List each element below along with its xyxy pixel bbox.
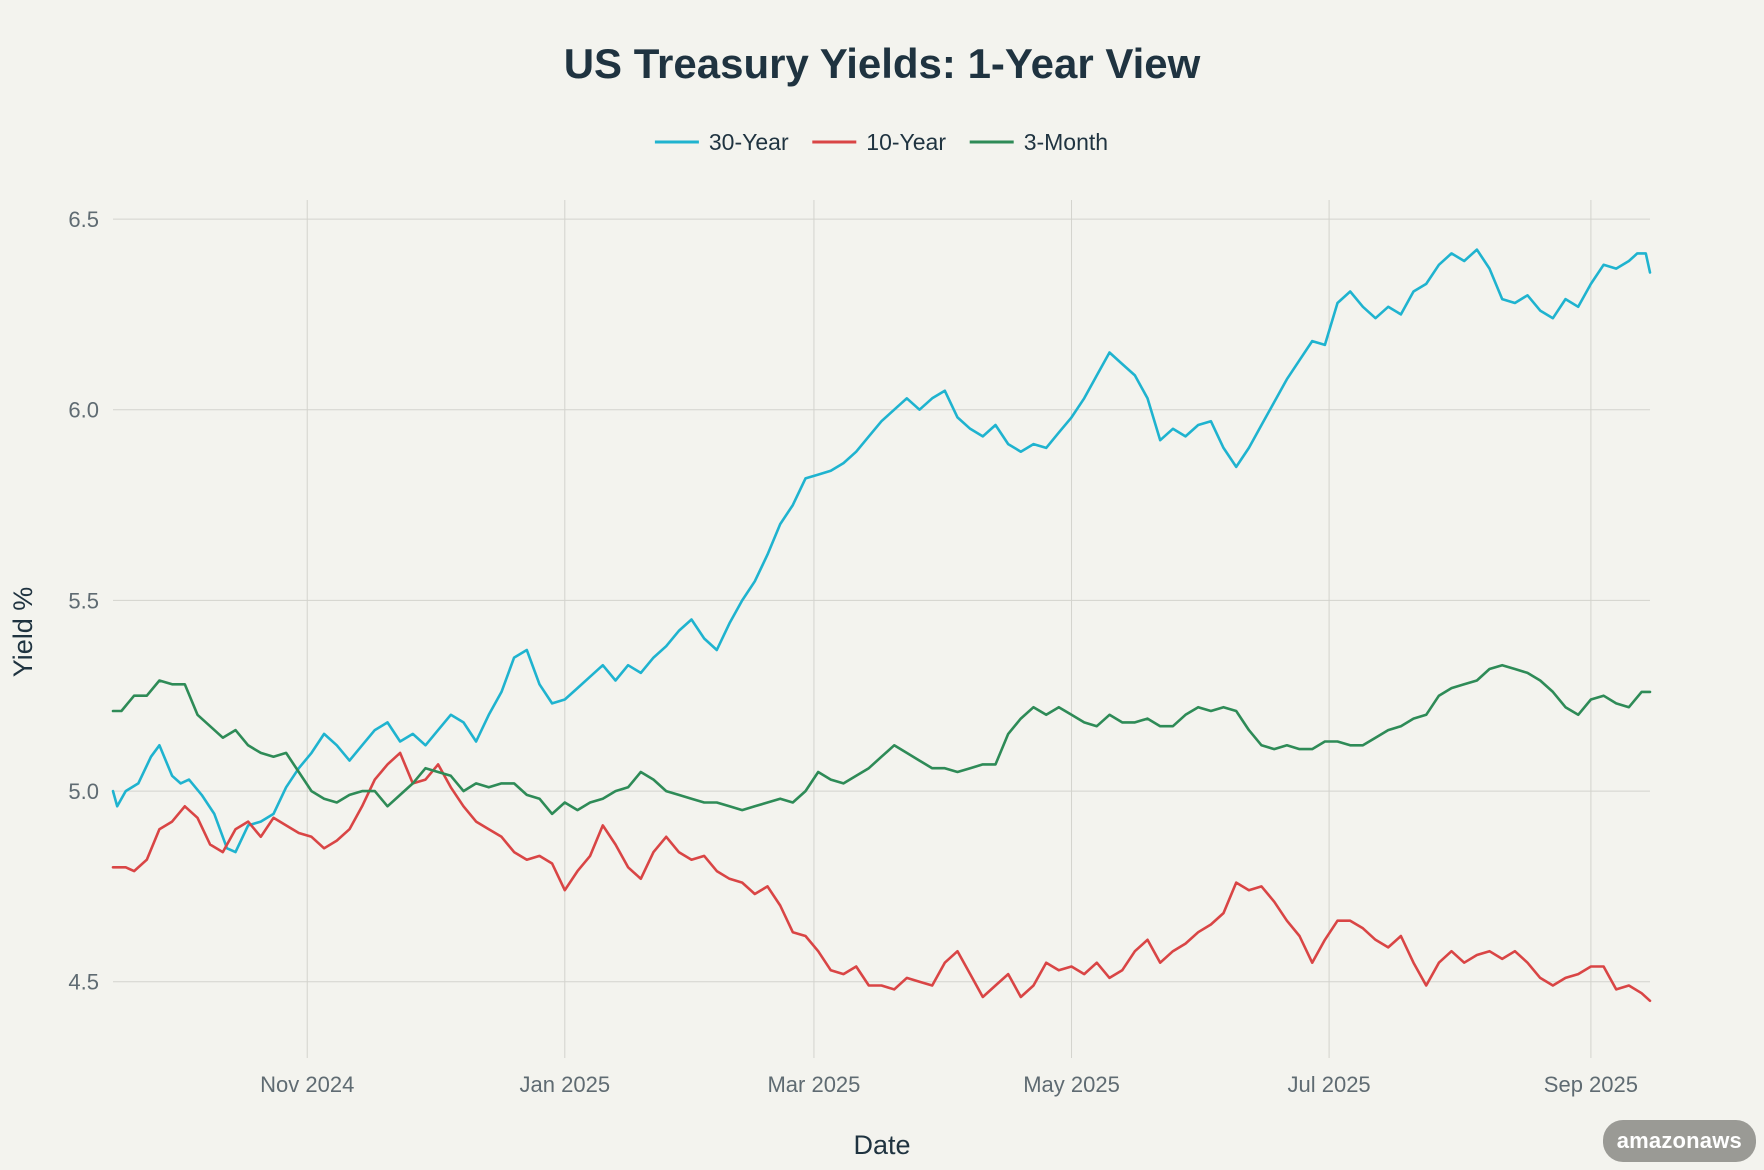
series-lines	[111, 248, 1652, 1003]
series-line-3-month	[111, 663, 1652, 816]
x-tick-label: Jan 2025	[520, 1072, 611, 1097]
x-axis-ticks: Nov 2024 Jan 2025 Mar 2025 May 2025 Jul 2025…	[260, 1072, 1638, 1097]
y-tick-label: 6.0	[68, 398, 99, 423]
x-tick-label: Nov 2024	[260, 1072, 354, 1097]
x-tick-label: May 2025	[1023, 1072, 1120, 1097]
series-line-10-year	[111, 751, 1652, 1003]
y-tick-label: 6.5	[68, 207, 99, 232]
legend-label: 30-Year	[709, 129, 789, 155]
chart-title: US Treasury Yields: 1-Year View	[564, 40, 1201, 87]
x-tick-label: Jul 2025	[1287, 1072, 1370, 1097]
legend-item-10-year[interactable]: 10-Year	[812, 129, 946, 155]
legend-item-30-year[interactable]: 30-Year	[654, 129, 789, 155]
series-line-30-year	[111, 248, 1652, 854]
y-tick-label: 5.0	[68, 779, 99, 804]
y-tick-label: 5.5	[68, 588, 99, 613]
legend-label: 10-Year	[866, 129, 946, 155]
y-axis-ticks: 4.5 5.0 5.5 6.0 6.5	[68, 207, 99, 995]
watermark-badge: amazonaws	[1602, 1120, 1756, 1162]
x-axis-title: Date	[853, 1130, 910, 1160]
y-tick-label: 4.5	[68, 970, 99, 995]
x-tick-label: Sep 2025	[1544, 1072, 1638, 1097]
y-axis-title: Yield %	[8, 587, 38, 678]
legend: 30-Year 10-Year 3-Month	[654, 129, 1108, 155]
legend-label: 3-Month	[1024, 129, 1108, 155]
x-tick-label: Mar 2025	[767, 1072, 860, 1097]
grid-lines	[113, 200, 1650, 1058]
legend-item-3-month[interactable]: 3-Month	[969, 129, 1108, 155]
